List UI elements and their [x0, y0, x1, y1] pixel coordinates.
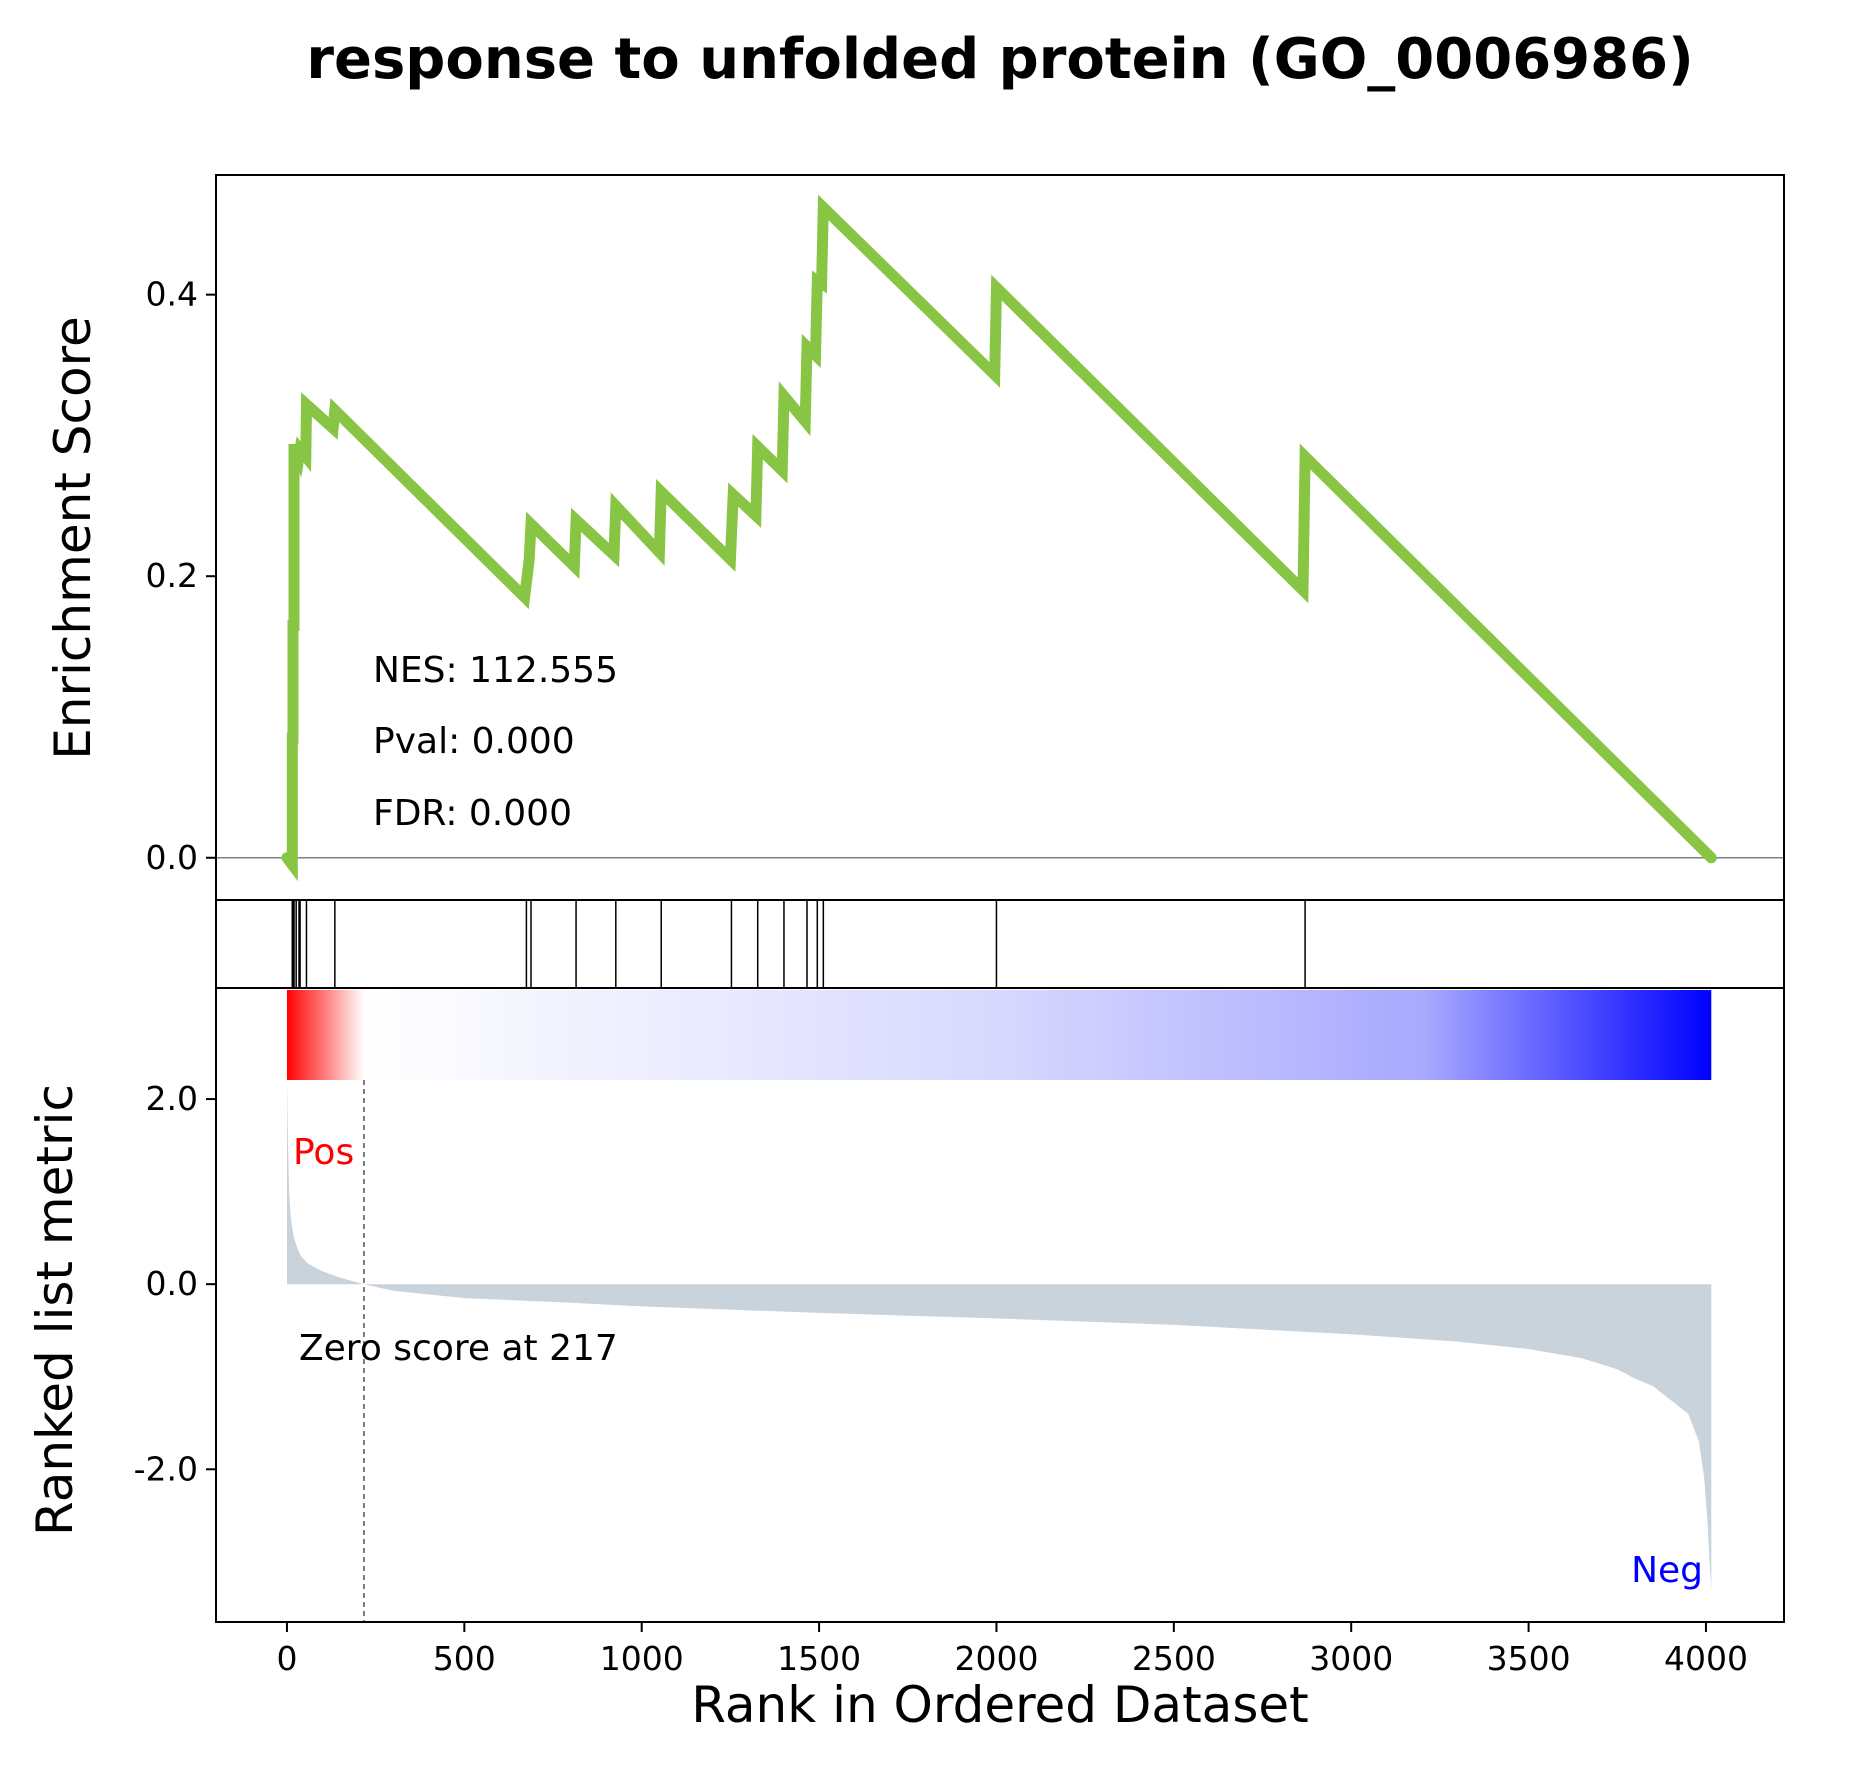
es-y-axis-label: Enrichment Score [44, 316, 102, 760]
x-tick-label: 2500 [1132, 1639, 1216, 1678]
metric-y-axis-label: Ranked list metric [26, 1084, 84, 1536]
es-series-line [281, 194, 1717, 882]
pval-annotation: Pval: 0.000 [373, 721, 575, 762]
metric-y-tick-label: 2.0 [146, 1079, 198, 1118]
x-tick-label: 0 [276, 1639, 297, 1678]
hits-panel-frame [215, 899, 1785, 989]
x-tick-label: 1000 [600, 1639, 684, 1678]
chart-title: response to unfolded protein (GO_0006986… [306, 27, 1693, 92]
ranked-metric-panel: 2.0 0.0 -2.0 Pos Neg Zero score at 217 Ran… [26, 987, 1785, 1623]
x-axis-ticks: 0 500 1000 1500 2000 2500 3000 3500 4000 [276, 1622, 1748, 1678]
metric-panel-frame [215, 987, 1785, 1623]
x-tick-label: 1500 [777, 1639, 861, 1678]
zero-score-note: Zero score at 217 [299, 1328, 618, 1369]
neg-label: Neg [1631, 1550, 1703, 1591]
x-axis-label: Rank in Ordered Dataset [691, 1676, 1308, 1734]
enrichment-score-panel: 0.0 0.2 0.4 NES: 112.555 Pval: 0.000 FDR: … [44, 174, 1785, 901]
gene-hits-panel [215, 899, 1785, 989]
fdr-annotation: FDR: 0.000 [373, 793, 572, 834]
x-tick-label: 3500 [1487, 1639, 1571, 1678]
metric-y-tick-label: 0.0 [146, 1264, 198, 1303]
es-y-tick-label: 0.2 [146, 556, 198, 595]
es-y-tick-label: 0.0 [146, 838, 198, 877]
pos-label: Pos [293, 1132, 354, 1173]
es-y-ticks: 0.0 0.2 0.4 [146, 275, 216, 877]
metric-y-tick-label: -2.0 [134, 1449, 198, 1488]
x-tick-label: 3000 [1309, 1639, 1393, 1678]
x-tick-label: 4000 [1664, 1639, 1748, 1678]
metric-y-ticks: 2.0 0.0 -2.0 [134, 1079, 216, 1488]
rank-heatmap-bar [286, 990, 1712, 1080]
nes-annotation: NES: 112.555 [373, 650, 618, 691]
x-tick-label: 2000 [954, 1639, 1038, 1678]
hit-lines [291, 900, 1306, 988]
es-y-tick-label: 0.4 [146, 275, 198, 314]
ranked-metric-area [287, 1082, 1712, 1590]
x-tick-label: 500 [433, 1639, 496, 1678]
